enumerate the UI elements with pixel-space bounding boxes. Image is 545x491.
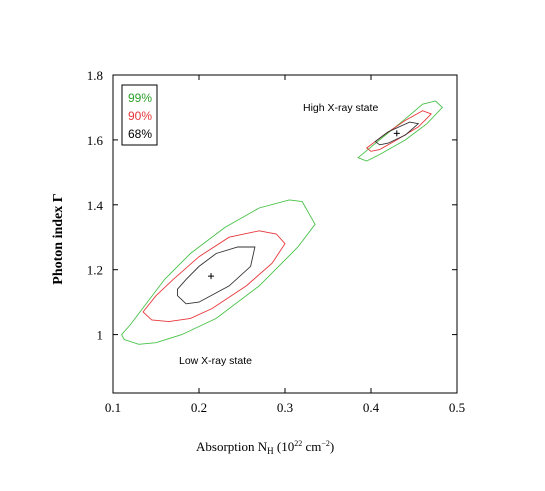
legend-item-90: 90% [128,109,152,123]
contour-90-group-1 [365,110,433,152]
contour-layer [121,100,444,345]
x-axis-title-sub: H [267,446,274,456]
x-axis-title: Absorption NH (1022 cm−2) [196,439,334,456]
legend: 99% 90% 68% [121,84,158,146]
legend-box [121,84,158,146]
low-state-annotation: Low X-ray state [179,355,252,367]
x-axis-title-exp2: −2 [321,439,330,448]
legend-item-68: 68% [128,127,152,141]
x-axis-title-units-pre: (10 [274,439,295,454]
x-axis-title-main: Absorption N [196,439,268,454]
best-fit-markers [208,130,400,280]
best-fit-marker-1 [393,130,400,137]
x-tick-label: 0.3 [277,400,293,415]
plot-area-frame [112,74,458,394]
x-tick-label: 0.1 [105,400,121,415]
y-tick-label: 1.6 [87,133,104,148]
x-axis-title-exp1: 22 [294,439,302,448]
contour-68-group-1 [374,121,420,146]
y-tick-label: 1.2 [87,263,103,278]
x-tick-label: 0.5 [449,400,465,415]
y-tick-label: 1.4 [87,198,104,213]
axis-tick-labels: 0.1 0.2 0.3 0.4 0.5 1 1.2 1.4 1.6 1.8 [87,68,465,415]
x-tick-label: 0.4 [363,400,380,415]
contour-68-group-0 [177,246,256,305]
x-tick-label: 0.2 [191,400,207,415]
y-tick-label: 1 [97,328,104,343]
axis-ticks [112,74,458,393]
contour-99-group-0 [121,199,316,345]
y-tick-label: 1.8 [87,68,103,83]
y-axis-title: Photon index Γ [51,193,66,284]
high-state-annotation: High X-ray state [303,102,378,114]
x-axis-title-units-mid: cm [302,439,321,454]
x-axis-title-units-post: ) [330,439,334,454]
contour-90-group-0 [142,230,286,323]
best-fit-marker-0 [208,273,215,280]
legend-item-99: 99% [128,91,152,105]
